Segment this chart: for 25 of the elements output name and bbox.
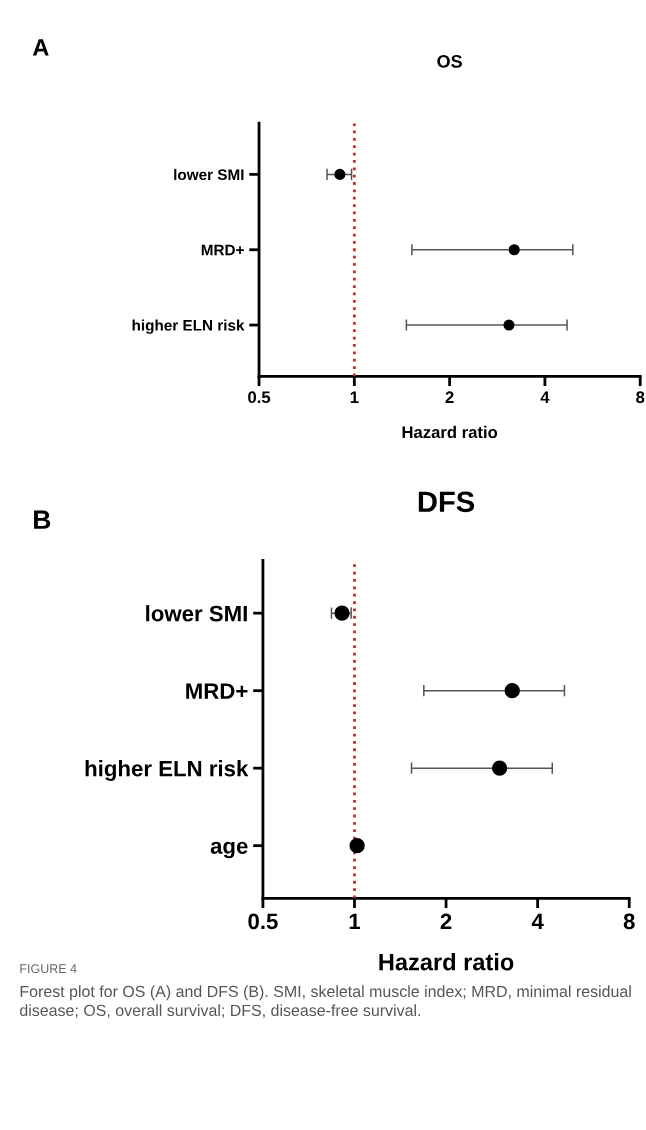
- y-tick-label: lower SMI: [146, 605, 247, 622]
- y-tick-label: lower SMI: [174, 168, 244, 181]
- text: B: [34, 510, 51, 529]
- x-tick-label: 0.5: [248, 913, 278, 930]
- x-tick-label: 8: [623, 913, 635, 930]
- y-tick-label: age: [210, 841, 248, 859]
- x-axis-title: Hazard ratio: [402, 425, 498, 439]
- x-tick-label: 2: [445, 391, 454, 403]
- chart-title: OS: [437, 55, 462, 68]
- y-tick-label: higher ELN risk: [85, 760, 249, 781]
- x-tick-label: 4: [531, 913, 544, 930]
- text: Forest plot for OS (A) and DFS (B). SMI, skeletal muscle index; MRD, minimal residual disease; OS, overall survival; DFS, disease-free survival.: [20, 985, 631, 1018]
- x-tick-label: 4: [540, 391, 550, 403]
- caption: FIGURE 4: [20, 964, 77, 974]
- x-axis-title: Hazard ratio: [379, 953, 514, 971]
- text: A: [32, 39, 49, 56]
- x-tick-label: 2: [440, 913, 452, 930]
- y-tick-label: higher ELN risk: [132, 319, 245, 334]
- x-tick-label: 0.5: [248, 391, 271, 404]
- x-tick-label: 1: [349, 913, 361, 930]
- y-tick-label: MRD+: [186, 683, 248, 699]
- y-tick-label: MRD+: [201, 244, 244, 256]
- chart-title: DFS: [418, 491, 475, 513]
- x-tick-label: 8: [636, 391, 645, 404]
- x-tick-label: 1: [350, 391, 359, 403]
